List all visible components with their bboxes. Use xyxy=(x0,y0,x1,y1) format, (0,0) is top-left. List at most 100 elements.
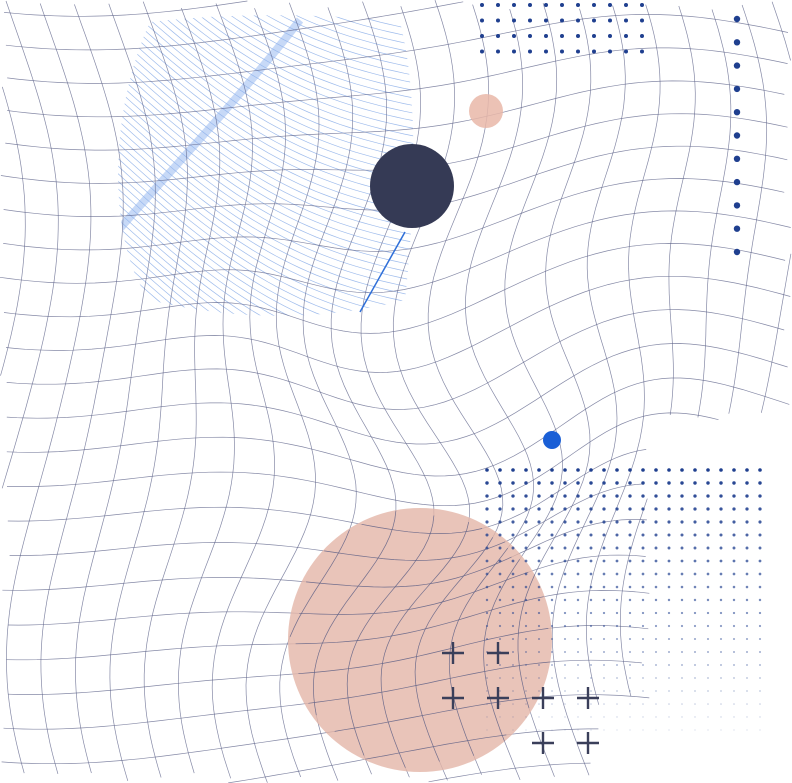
hatch-line xyxy=(118,156,414,316)
dot xyxy=(720,703,722,705)
dot xyxy=(706,637,710,641)
dot xyxy=(550,468,554,472)
dot xyxy=(668,677,670,679)
dot xyxy=(485,507,489,511)
dot xyxy=(628,559,632,563)
dot xyxy=(681,716,683,718)
dot xyxy=(608,18,612,23)
dot xyxy=(733,664,735,666)
dot xyxy=(719,559,723,563)
dot xyxy=(528,18,532,23)
dot xyxy=(758,468,762,472)
dot xyxy=(592,49,596,54)
dot xyxy=(733,729,735,731)
hatch-line xyxy=(118,134,414,316)
dot xyxy=(524,585,528,589)
plus-sign xyxy=(532,687,554,709)
plus-signs xyxy=(442,642,599,754)
grid-line xyxy=(6,309,785,410)
dot xyxy=(551,651,553,653)
grid-line xyxy=(346,515,435,756)
grid-line xyxy=(4,0,248,17)
dot xyxy=(589,481,593,485)
small-pink-circle xyxy=(469,94,503,128)
dot xyxy=(694,729,696,731)
dot xyxy=(576,546,580,550)
hatch-line xyxy=(118,15,414,168)
dot xyxy=(615,598,619,602)
dot xyxy=(563,585,567,589)
dot xyxy=(654,624,658,628)
dot xyxy=(576,637,580,641)
dot xyxy=(732,546,736,550)
hatch-line xyxy=(118,149,414,316)
dot xyxy=(628,585,632,589)
dot xyxy=(680,637,684,641)
dot xyxy=(528,34,532,38)
dot xyxy=(759,703,761,705)
dot xyxy=(511,546,515,550)
hatch-line xyxy=(118,58,414,244)
dot xyxy=(615,559,619,563)
hatch-line xyxy=(118,270,414,316)
dot xyxy=(745,507,749,511)
grid-line xyxy=(414,537,494,762)
dot xyxy=(576,507,580,511)
grid-line xyxy=(3,243,786,334)
hatch-line xyxy=(118,73,414,260)
hatch-line xyxy=(118,225,414,316)
dot xyxy=(511,481,515,485)
hatch-line xyxy=(118,15,414,176)
dot xyxy=(719,494,723,498)
dot xyxy=(485,494,489,498)
dot xyxy=(642,729,644,731)
dot xyxy=(498,507,502,511)
dot xyxy=(576,533,580,537)
dot xyxy=(537,637,541,641)
dot xyxy=(615,611,619,615)
dot xyxy=(512,18,516,23)
dot xyxy=(485,481,489,485)
dot xyxy=(694,677,696,679)
dot xyxy=(602,598,606,602)
dot xyxy=(759,651,761,653)
dot xyxy=(537,494,541,498)
dot xyxy=(667,624,671,628)
grid-line xyxy=(313,510,397,716)
dot xyxy=(616,729,618,731)
hatch-line xyxy=(118,15,414,191)
dot xyxy=(485,546,489,550)
dot xyxy=(745,494,749,498)
dot xyxy=(720,690,722,692)
dot xyxy=(538,664,540,666)
dot xyxy=(719,481,723,485)
dot xyxy=(732,520,736,524)
dot xyxy=(681,651,683,653)
dot xyxy=(667,507,671,511)
dot xyxy=(733,716,735,718)
dot xyxy=(550,572,554,576)
grid-line xyxy=(299,571,529,615)
dot xyxy=(732,507,736,511)
dot xyxy=(758,520,762,524)
grid-line xyxy=(5,80,785,151)
dot xyxy=(525,716,527,718)
dot xyxy=(485,559,489,563)
dot xyxy=(707,677,709,679)
dot xyxy=(758,637,762,641)
dot xyxy=(511,494,515,498)
dot xyxy=(592,3,596,7)
dot xyxy=(577,651,579,653)
dot xyxy=(720,664,722,666)
dot xyxy=(511,572,515,576)
hatch-line xyxy=(118,27,414,214)
grid-line xyxy=(308,661,550,704)
hatch-line xyxy=(118,217,414,316)
dot xyxy=(512,703,514,705)
dot xyxy=(576,598,580,602)
dot xyxy=(592,34,596,38)
hatch-line xyxy=(118,210,414,316)
dot xyxy=(589,494,593,498)
dot xyxy=(537,559,541,563)
dot xyxy=(511,598,515,602)
